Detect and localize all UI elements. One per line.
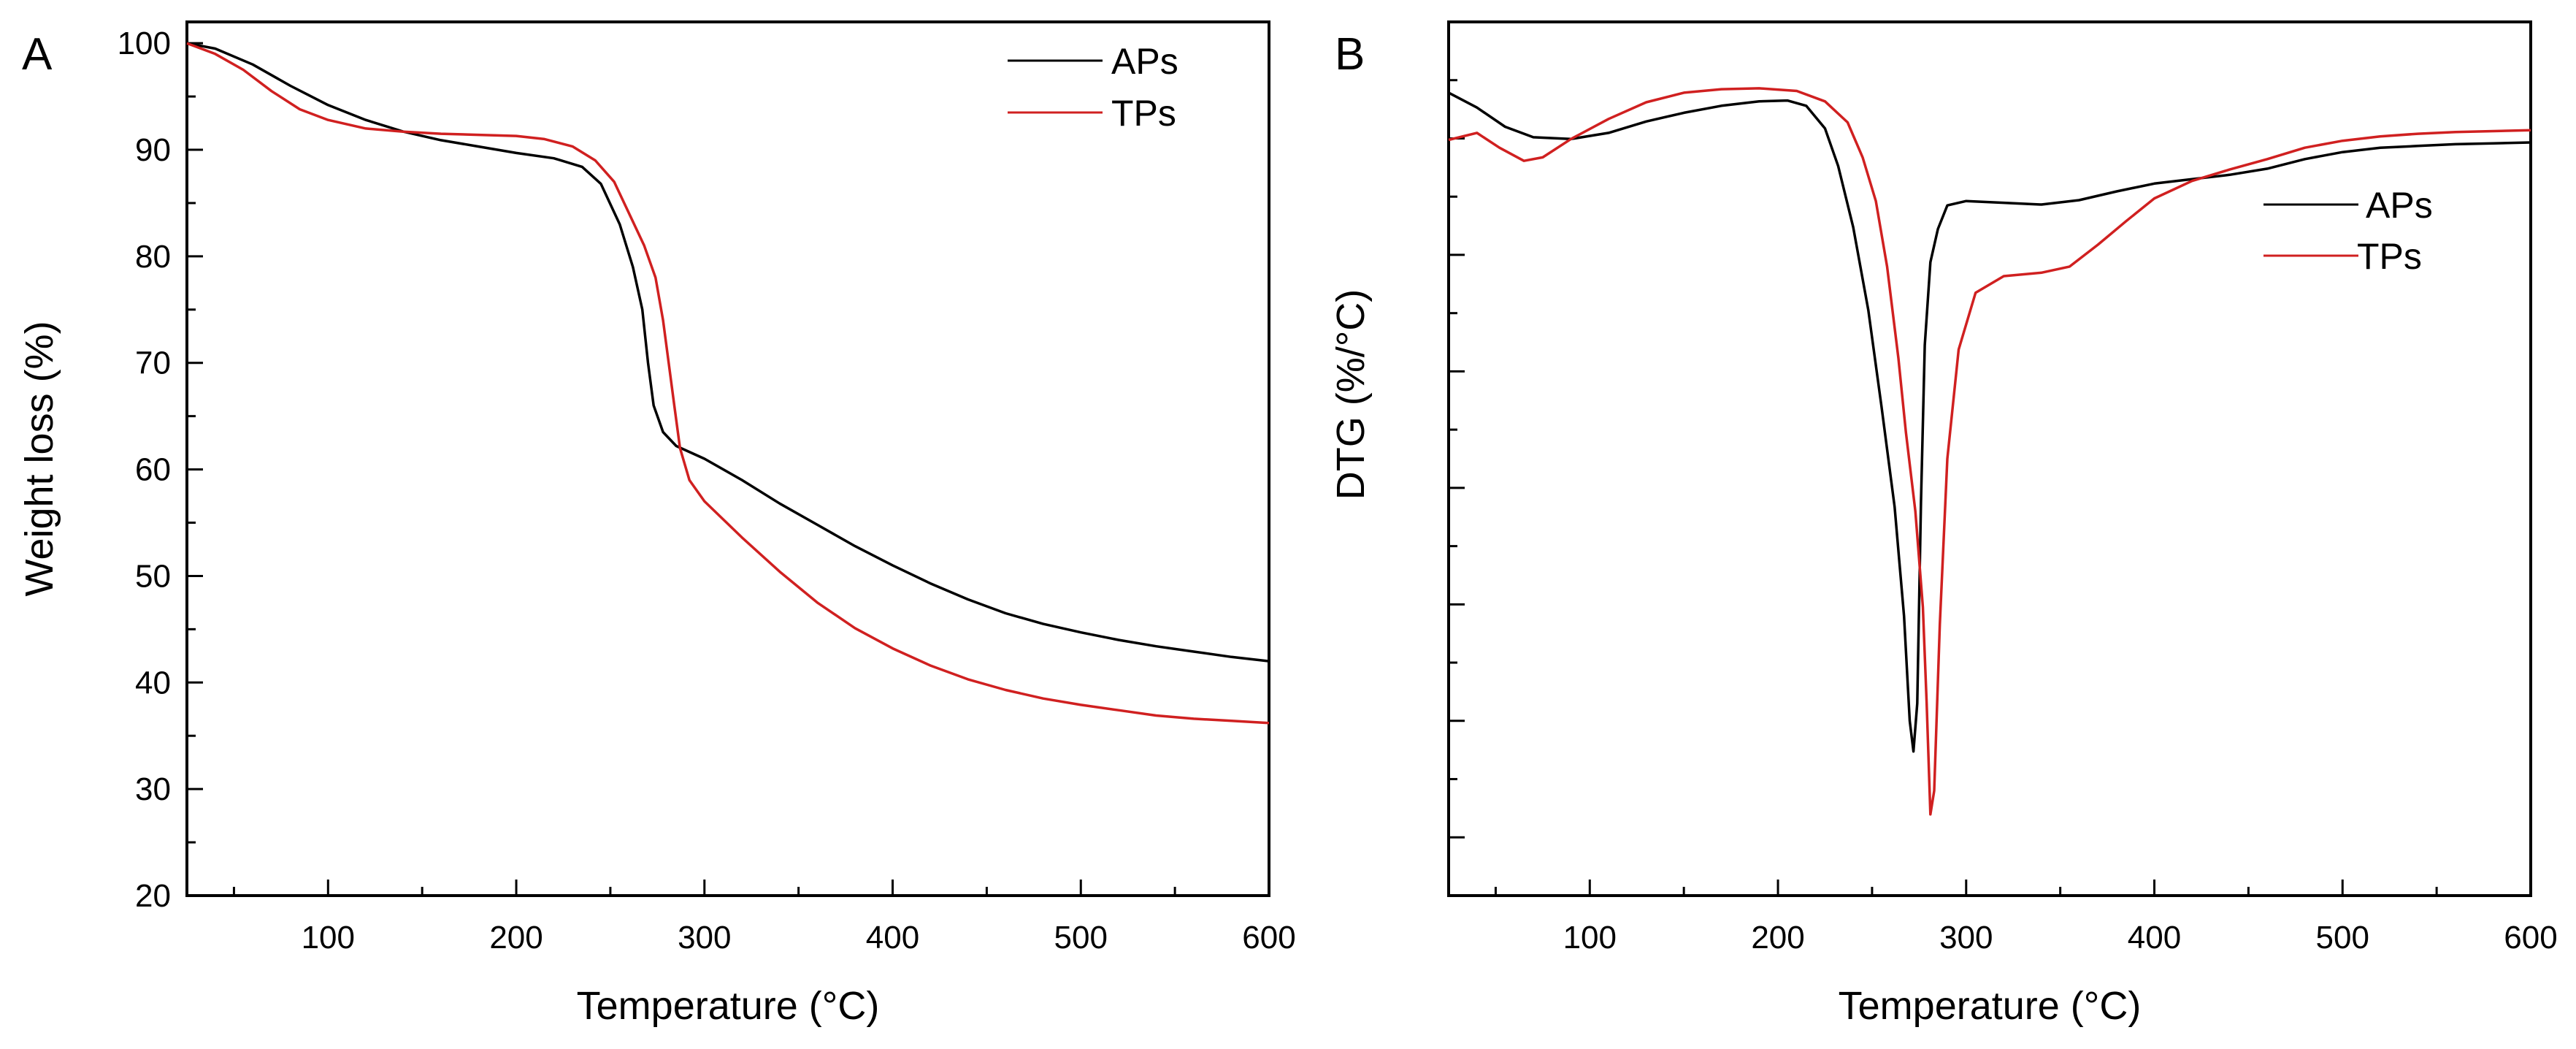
panel-a-x-tick-label: 300 <box>678 920 731 955</box>
panel-a-y-tick-label: 90 <box>135 132 171 168</box>
panel-a-y-tick-label: 40 <box>135 665 171 701</box>
panel-a-y-tick-label: 60 <box>135 452 171 488</box>
panel-a-x-tick-label: 200 <box>489 920 543 955</box>
panel-b-x-tick-label: 500 <box>2316 920 2369 955</box>
panel-a-legend: APs TPs <box>1008 41 1178 134</box>
panel-a-x-axis-title: Temperature (°C) <box>577 984 880 1028</box>
panel-a-x-tick-label: 500 <box>1054 920 1108 955</box>
panel-a-legend-label-aps: APs <box>1111 41 1178 82</box>
panel-b-y-axis-title: DTG (%/°C) <box>1329 289 1373 500</box>
panel-a: A 100 200 300 400 500 600 20 30 40 50 60 70 80 90100 … <box>18 20 1296 1028</box>
panel-b-legend-label-tps: TPs <box>2357 236 2422 277</box>
panel-b-legend-label-aps: APs <box>2366 185 2433 226</box>
panel-a-legend-label-tps: TPs <box>1111 93 1176 134</box>
panel-b: B 100 200 300 400 500 600 Temperature (°C) DT… <box>1329 20 2558 1028</box>
panel-a-x-tick-label: 100 <box>302 920 355 955</box>
panel-a-series-tps <box>186 42 1270 725</box>
panel-b-series-aps <box>1448 91 2531 753</box>
panel-a-y-tick-label: 70 <box>135 346 171 381</box>
panel-b-legend: APs TPs <box>2263 185 2433 277</box>
panel-a-y-tick-label: 20 <box>135 878 171 914</box>
panel-b-x-tick-label: 600 <box>2504 920 2557 955</box>
panel-b-x-tick-label: 300 <box>1939 920 1993 955</box>
panel-a-x-tick-label: 400 <box>866 920 919 955</box>
panel-a-label: A <box>22 29 53 80</box>
panel-a-y-tick-label: 30 <box>135 771 171 807</box>
panel-b-x-tick-label: 200 <box>1751 920 1804 955</box>
panel-b-plot-frame <box>1447 20 2532 897</box>
panel-a-axes: 100 200 300 400 500 600 20 30 40 50 60 70 80 90 100 <box>118 26 1296 955</box>
panel-b-x-axis-title: Temperature (°C) <box>1839 984 2142 1028</box>
panel-b-x-tick-label: 100 <box>1563 920 1617 955</box>
panel-b-series-tps <box>1448 87 2531 816</box>
panel-a-series-aps <box>186 42 1270 663</box>
panel-b-series <box>1448 87 2531 816</box>
panel-b-x-tick-label: 400 <box>2128 920 2181 955</box>
panel-a-series <box>186 42 1270 725</box>
panel-a-y-tick-label: 80 <box>135 239 171 275</box>
panel-a-y-axis-title: Weight loss (%) <box>18 321 61 596</box>
panel-a-y-tick-label: 50 <box>135 558 171 594</box>
panel-a-x-tick-label: 600 <box>1242 920 1295 955</box>
panel-a-plot-frame <box>185 20 1270 897</box>
panel-a-y-tick-label: 100 <box>118 26 171 61</box>
panel-b-label: B <box>1335 29 1365 80</box>
panel-b-axes: 100 200 300 400 500 600 <box>1449 79 2558 955</box>
